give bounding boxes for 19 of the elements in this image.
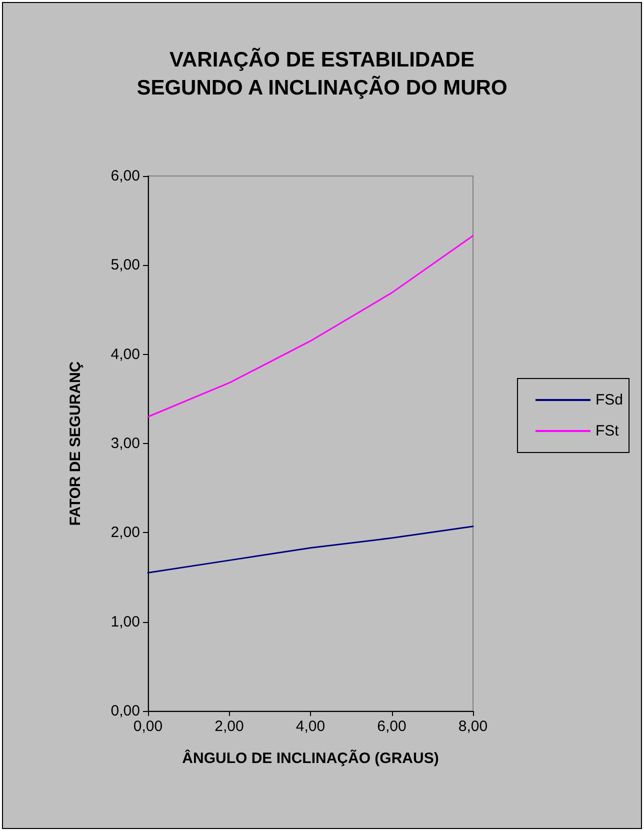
y-tick-label: 4,00 [110, 346, 140, 363]
x-tick-label: 8,00 [458, 718, 488, 735]
x-tick-label: 2,00 [214, 718, 244, 735]
y-tick-label: 6,00 [110, 168, 140, 184]
y-tick-label: 1,00 [110, 613, 140, 630]
x-tick-label: 4,00 [296, 718, 326, 735]
legend-label: FSd [595, 392, 624, 408]
y-tick-label: 2,00 [110, 524, 140, 542]
line-series [147, 526, 474, 574]
x-tick-label: 0,00 [133, 718, 163, 735]
y-tick-label: 5,00 [110, 256, 140, 274]
legend-label: FSt [595, 422, 620, 440]
y-tick-label: 0,00 [110, 702, 140, 720]
x-axis-title: ÂNGULO DE INCLINAÇÃO (GRAUS) [182, 749, 439, 767]
line-series [147, 234, 474, 418]
y-axis-title: FATOR DE SEGURANÇ [67, 361, 84, 526]
x-tick-label: 6,00 [377, 718, 406, 735]
y-tick-label: 3,00 [110, 435, 140, 452]
chart-title: VARIAÇÃO DE ESTABILIDADE SEGUNDO A INCLINAÇÃO DO MURO [136, 48, 508, 100]
